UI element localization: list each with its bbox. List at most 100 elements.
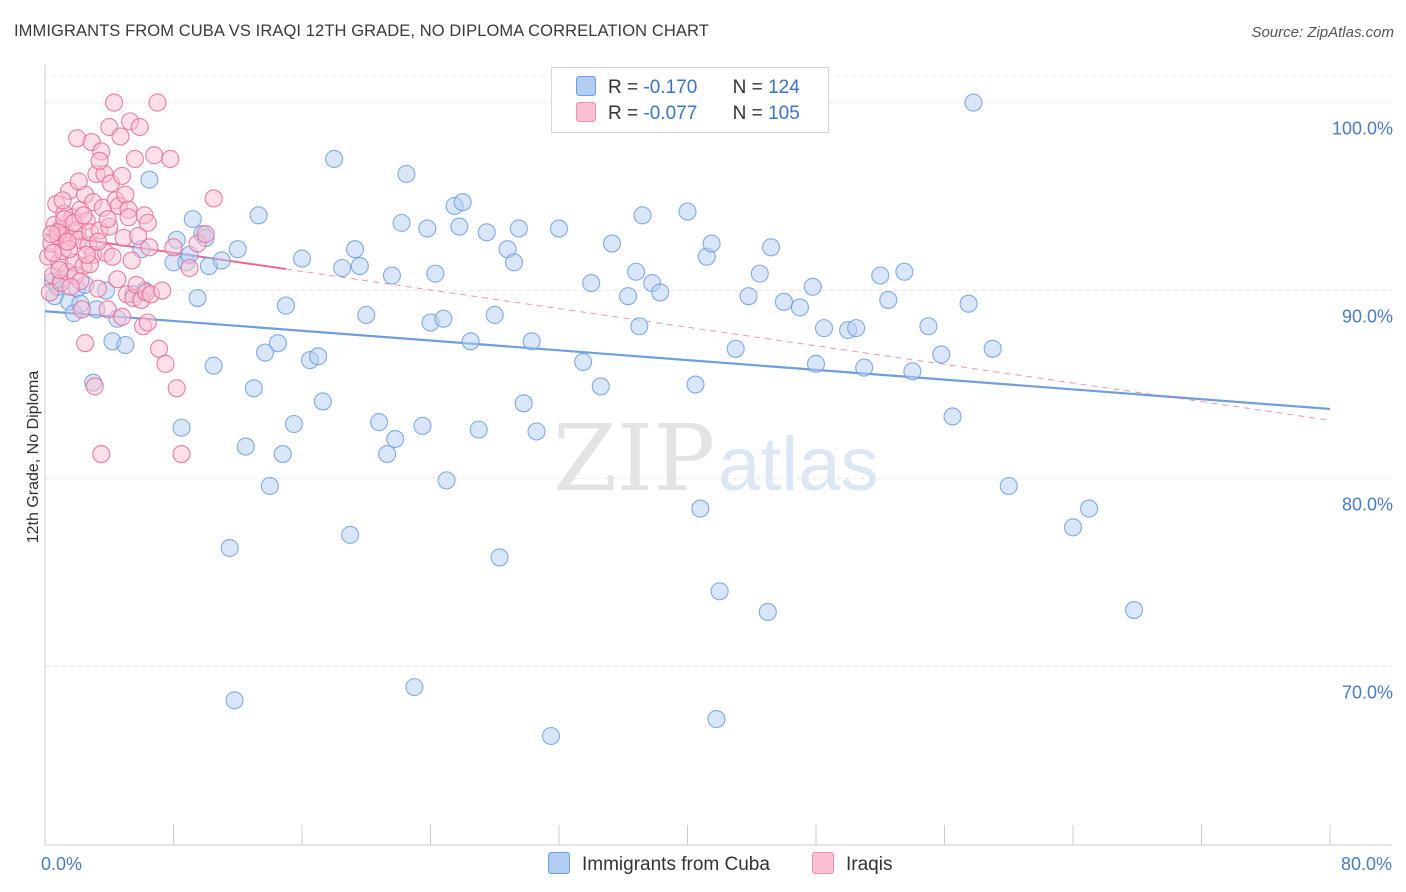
data-point bbox=[333, 258, 352, 278]
data-point bbox=[105, 93, 124, 112]
data-point bbox=[651, 283, 670, 302]
data-point bbox=[983, 339, 1002, 358]
data-point bbox=[803, 277, 822, 296]
data-point bbox=[461, 332, 480, 351]
trend-line-cuba bbox=[44, 310, 1331, 411]
legend-r-value: -0.077 bbox=[643, 103, 698, 124]
data-point bbox=[130, 117, 149, 137]
data-point bbox=[350, 257, 369, 276]
data-point bbox=[108, 270, 127, 289]
data-point bbox=[138, 313, 157, 332]
data-point bbox=[256, 343, 275, 362]
data-point bbox=[999, 476, 1018, 496]
legend-swatch-iraqis bbox=[576, 102, 596, 122]
data-point bbox=[325, 149, 344, 169]
data-point bbox=[761, 238, 781, 257]
data-point bbox=[284, 414, 304, 434]
data-point bbox=[871, 266, 890, 285]
data-point bbox=[386, 429, 405, 449]
data-point bbox=[691, 499, 710, 518]
data-point bbox=[313, 392, 332, 411]
data-point bbox=[172, 418, 191, 437]
data-point bbox=[228, 240, 247, 259]
data-point bbox=[527, 422, 546, 441]
data-point bbox=[509, 219, 528, 238]
data-point bbox=[88, 232, 108, 251]
data-point bbox=[129, 226, 148, 246]
data-point bbox=[309, 347, 328, 366]
data-point bbox=[750, 264, 769, 283]
data-point bbox=[806, 354, 826, 373]
data-point bbox=[164, 238, 183, 257]
data-point bbox=[148, 93, 167, 112]
data-point bbox=[53, 191, 72, 210]
data-point bbox=[98, 210, 117, 229]
data-point bbox=[249, 206, 268, 225]
axes bbox=[44, 65, 1392, 846]
data-point bbox=[204, 189, 223, 208]
tick-labels: 100.0% 90.0% 80.0% 70.0% 0.0% 80.0% bbox=[41, 119, 1393, 874]
data-point bbox=[964, 93, 983, 112]
data-point bbox=[69, 172, 88, 191]
data-point bbox=[1124, 601, 1144, 620]
data-point bbox=[167, 379, 186, 398]
watermark-atlas: atlas bbox=[718, 422, 879, 507]
data-point bbox=[774, 292, 793, 311]
data-point bbox=[42, 225, 61, 244]
data-point bbox=[504, 253, 524, 272]
data-point bbox=[405, 678, 424, 697]
data-point bbox=[183, 210, 202, 229]
legend-n-label: N = bbox=[732, 77, 763, 98]
data-point bbox=[485, 305, 504, 325]
series-iraqis bbox=[39, 93, 223, 464]
data-point bbox=[932, 345, 951, 364]
data-point bbox=[43, 243, 63, 263]
data-point bbox=[341, 525, 360, 544]
data-point bbox=[790, 298, 809, 317]
data-point bbox=[74, 206, 93, 225]
data-point bbox=[549, 219, 569, 238]
data-point bbox=[627, 262, 646, 281]
data-point bbox=[138, 213, 157, 232]
data-point bbox=[382, 266, 402, 285]
data-point bbox=[212, 251, 231, 270]
legend-row-iraqis: R = -0.077 N = 105 bbox=[576, 102, 800, 128]
data-point bbox=[161, 149, 180, 169]
data-point bbox=[113, 166, 132, 185]
data-point bbox=[244, 379, 263, 398]
data-point bbox=[633, 206, 652, 225]
watermark: ZIP atlas bbox=[553, 405, 879, 512]
data-point bbox=[357, 305, 376, 325]
data-point bbox=[541, 726, 561, 746]
y-tick-label: 70.0% bbox=[1342, 682, 1393, 702]
data-point bbox=[119, 208, 138, 227]
source-credit: Source: ZipAtlas.com bbox=[1251, 24, 1394, 41]
data-point bbox=[591, 377, 610, 396]
data-point bbox=[397, 164, 416, 184]
data-point bbox=[469, 420, 488, 439]
data-point bbox=[855, 358, 874, 377]
data-point bbox=[758, 602, 777, 621]
data-point bbox=[739, 287, 758, 306]
y-axis-label: 12th Grade, No Diploma bbox=[25, 371, 42, 544]
data-point bbox=[122, 251, 141, 270]
stats-legend: R = -0.170 N = 124 R = -0.077 N = 105 bbox=[551, 67, 829, 133]
data-point bbox=[50, 260, 69, 279]
data-point bbox=[434, 309, 453, 328]
data-point bbox=[88, 279, 108, 298]
legend-r-label: R = bbox=[608, 77, 639, 98]
data-point bbox=[514, 394, 533, 413]
data-point bbox=[602, 234, 622, 253]
legend-item-cuba[interactable]: Immigrants from Cuba bbox=[548, 852, 770, 876]
y-tick-label: 80.0% bbox=[1342, 494, 1393, 514]
x-tick-label: 80.0% bbox=[1341, 854, 1392, 874]
y-tick-label: 100.0% bbox=[1332, 119, 1393, 139]
legend-label-iraqis: Iraqis bbox=[846, 854, 893, 875]
data-point bbox=[1080, 499, 1099, 518]
data-points bbox=[39, 93, 1144, 746]
data-point bbox=[418, 219, 437, 238]
data-point bbox=[140, 170, 159, 189]
data-point bbox=[103, 247, 122, 266]
legend-item-iraqis[interactable]: Iraqis bbox=[812, 852, 892, 876]
data-point bbox=[292, 249, 312, 268]
